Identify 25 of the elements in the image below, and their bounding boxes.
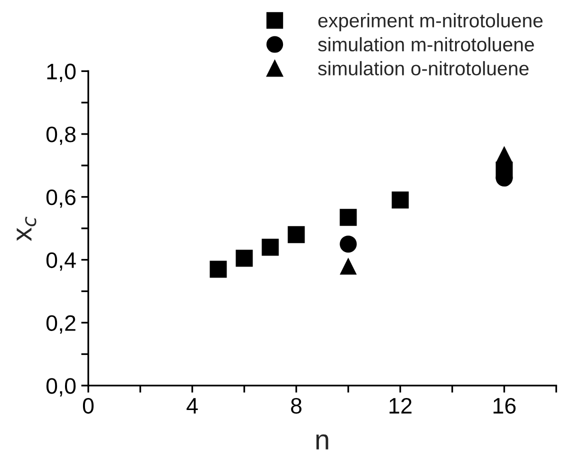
legend-label: simulation o-nitrotoluene — [318, 61, 529, 76]
y-tick-label: 0,8 — [46, 126, 76, 145]
point — [340, 208, 357, 226]
y-axis-title: x$_{c}$ — [16, 216, 36, 241]
legend-label: experiment m-nitrotoluene — [318, 13, 543, 32]
point — [236, 250, 253, 267]
x-tick-label: 4 — [186, 398, 198, 414]
point — [288, 226, 305, 244]
y-tick-label: 0,2 — [46, 315, 76, 334]
legend-label: simulation m-nitrotoluene — [318, 37, 534, 52]
x-tick-label: 8 — [291, 398, 302, 414]
point — [392, 192, 409, 209]
x-axis-title: n — [316, 434, 328, 450]
y-tick-label: 1,0 — [47, 64, 76, 82]
point — [340, 258, 357, 275]
point — [496, 162, 513, 179]
x-tick-label: 0 — [82, 398, 94, 414]
x-tick-label: 12 — [390, 398, 412, 414]
point — [210, 260, 227, 278]
y-tick-label: 0,6 — [46, 189, 76, 208]
point — [340, 236, 357, 253]
x-tick-label: 16 — [494, 398, 516, 414]
point — [262, 238, 279, 256]
y-tick-label: 0,4 — [46, 252, 76, 271]
y-tick-label: 0,0 — [46, 378, 76, 396]
